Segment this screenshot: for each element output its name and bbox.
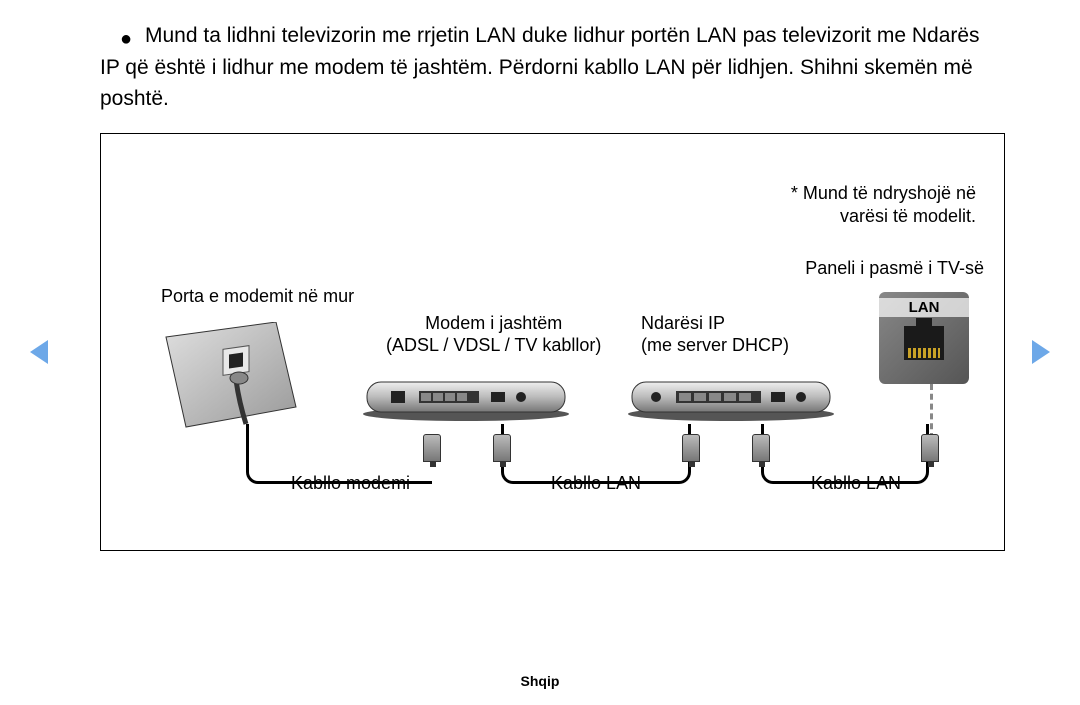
wall-port-icon [161,322,301,432]
bullet-icon: ● [120,28,132,51]
note-line1: * Mund të ndryshojë në [791,183,976,203]
ip-label-line2: (me server DHCP) [641,335,789,355]
tv-lan-port-icon: LAN [879,292,969,384]
ip-sharer-label: Ndarësi IP (me server DHCP) [641,312,789,357]
note-line2: varësi të modelit. [840,206,976,226]
rj45-plug-icon [682,434,700,462]
model-note: * Mund të ndryshojë në varësi të modelit… [791,182,976,229]
intro-paragraph: Mund ta lidhni televizorin me rrjetin LA… [100,20,980,115]
tv-panel-label: Paneli i pasmë i TV-së [805,258,984,279]
rj45-plug-icon [423,434,441,462]
lan-port-label: LAN [879,298,969,317]
next-page-arrow[interactable] [1032,340,1050,364]
rj45-plug-icon [493,434,511,462]
ip-label-line1: Ndarësi IP [641,313,725,333]
intro-text: Mund ta lidhni televizorin me rrjetin LA… [100,24,980,110]
cable-label-lan-2: Kabllo LAN [811,473,901,494]
modem-label-line2: (ADSL / VDSL / TV kabllor) [386,335,601,355]
rj45-icon [904,326,944,360]
cable-label-modem: Kabllo modemi [291,473,410,494]
modem-label: Modem i jashtëm (ADSL / VDSL / TV kabllo… [386,312,601,357]
lan-cable-to-tv [930,384,933,439]
prev-page-arrow[interactable] [30,340,48,364]
wall-port-label: Porta e modemit në mur [161,286,354,307]
external-modem-icon [361,374,571,422]
rj45-plug-icon [921,434,939,462]
footer-language: Shqip [0,673,1080,689]
diagram-container: * Mund të ndryshojë në varësi të modelit… [100,133,1005,551]
cable-label-lan-1: Kabllo LAN [551,473,641,494]
modem-label-line1: Modem i jashtëm [425,313,562,333]
rj45-plug-icon [752,434,770,462]
ip-sharer-icon [626,374,836,422]
